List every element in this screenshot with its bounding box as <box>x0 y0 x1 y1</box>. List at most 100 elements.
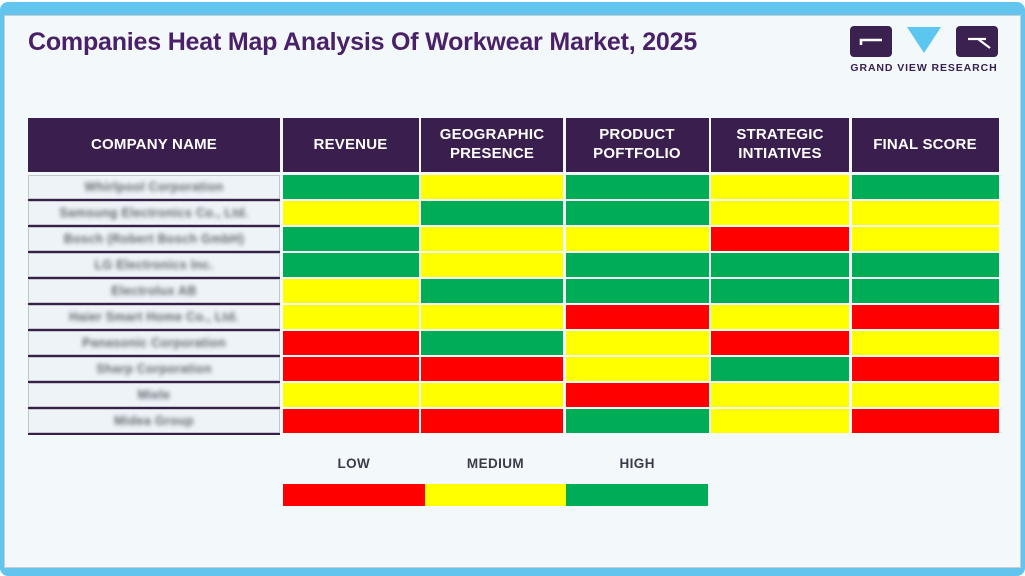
heatmap-cell-low <box>565 305 709 329</box>
heatmap-cell-medium <box>282 305 419 329</box>
heatmap-cell-high <box>711 357 849 381</box>
heatmap-cell-medium <box>711 383 849 407</box>
heatmap-cell-medium <box>282 201 419 225</box>
column-header: COMPANY NAME <box>28 118 280 172</box>
company-name-cell: Midea Group <box>28 409 280 435</box>
heatmap-cell-high <box>851 253 999 277</box>
table-header-row: COMPANY NAME REVENUE GEOGRAPHIC PRESENCE PR… <box>28 118 999 172</box>
company-name-text: Whirlpool Corporation <box>84 180 224 194</box>
legend-label: HIGH <box>619 456 655 471</box>
company-name-text: Haier Smart Home Co., Ltd. <box>69 310 239 324</box>
heatmap-cell-low <box>282 331 419 355</box>
heatmap-cell-high <box>565 279 709 303</box>
company-name-text: Bosch (Robert Bosch GmbH) <box>63 232 245 246</box>
company-name-text: Sharp Corporation <box>96 362 212 376</box>
table-row: Panasonic Corporation <box>28 331 999 357</box>
company-name-text: LG Electronics Inc. <box>94 258 214 272</box>
company-name-cell: Miele <box>28 383 280 409</box>
heatmap-cell-low <box>851 357 999 381</box>
company-name-text: Miele <box>137 388 171 402</box>
heatmap-cell-medium <box>711 305 849 329</box>
logo-g-block-icon <box>850 26 892 57</box>
column-header: PRODUCT POFTFOLIO <box>565 118 709 172</box>
heatmap-cell-medium <box>565 357 709 381</box>
heatmap-cell-high <box>851 175 999 199</box>
table-row: Electrolux AB <box>28 279 999 305</box>
heatmap-table: COMPANY NAME REVENUE GEOGRAPHIC PRESENCE PR… <box>28 118 999 435</box>
heatmap-cell-medium <box>282 279 419 303</box>
heatmap-cell-low <box>282 357 419 381</box>
company-name-cell: Sharp Corporation <box>28 357 280 383</box>
heatmap-cell-high <box>565 253 709 277</box>
column-header: FINAL SCORE <box>851 118 999 172</box>
company-name-cell: Haier Smart Home Co., Ltd. <box>28 305 280 331</box>
legend-label: LOW <box>337 456 371 471</box>
heatmap-cell-medium <box>851 227 999 251</box>
company-name-text: Samsung Electronics Co., Ltd. <box>59 206 249 220</box>
table-row: Whirlpool Corporation <box>28 175 999 201</box>
heatmap-cell-low <box>421 357 563 381</box>
heatmap-cell-medium <box>851 201 999 225</box>
company-name-cell: Electrolux AB <box>28 279 280 305</box>
heatmap-cell-high <box>565 175 709 199</box>
legend-color-bar <box>283 484 709 506</box>
heatmap-cell-low <box>711 227 849 251</box>
table-row: Bosch (Robert Bosch GmbH) <box>28 227 999 253</box>
heatmap-cell-high <box>565 201 709 225</box>
heatmap-cell-low <box>851 409 999 433</box>
gvr-logo-icon <box>850 26 998 58</box>
brand-name: GRAND VIEW RESEARCH <box>850 62 998 74</box>
company-name-cell: Samsung Electronics Co., Ltd. <box>28 201 280 227</box>
column-header: STRATEGIC INTIATIVES <box>711 118 849 172</box>
brand-logo: GRAND VIEW RESEARCH <box>850 26 998 74</box>
heatmap-cell-high <box>421 201 563 225</box>
legend: LOW MEDIUM HIGH <box>283 456 709 506</box>
company-name-cell: LG Electronics Inc. <box>28 253 280 279</box>
heatmap-cell-high <box>851 279 999 303</box>
heatmap-cell-medium <box>711 201 849 225</box>
heatmap-cell-high <box>421 279 563 303</box>
legend-labels: LOW MEDIUM HIGH <box>283 456 708 471</box>
heatmap-cell-medium <box>711 175 849 199</box>
heatmap-cell-medium <box>711 409 849 433</box>
heatmap-cell-low <box>421 409 563 433</box>
heatmap-cell-low <box>282 409 419 433</box>
heatmap-cell-high <box>421 331 563 355</box>
heatmap-cell-high <box>565 409 709 433</box>
table-row: Miele <box>28 383 999 409</box>
company-name-cell: Whirlpool Corporation <box>28 175 280 201</box>
logo-r-block-icon <box>956 26 998 57</box>
heatmap-cell-high <box>282 227 419 251</box>
company-name-text: Electrolux AB <box>111 284 197 298</box>
heatmap-cell-medium <box>851 331 999 355</box>
table-row: Samsung Electronics Co., Ltd. <box>28 201 999 227</box>
heatmap-cell-medium <box>421 253 563 277</box>
heatmap-cell-medium <box>421 227 563 251</box>
heatmap-cell-medium <box>565 227 709 251</box>
heatmap-cell-medium <box>851 383 999 407</box>
company-name-text: Midea Group <box>114 414 194 428</box>
heatmap-cell-low <box>565 383 709 407</box>
legend-label: MEDIUM <box>466 456 525 471</box>
company-name-cell: Panasonic Corporation <box>28 331 280 357</box>
table-row: Haier Smart Home Co., Ltd. <box>28 305 999 331</box>
heatmap-cell-medium <box>565 331 709 355</box>
table-row: LG Electronics Inc. <box>28 253 999 279</box>
heatmap-cell-high <box>282 175 419 199</box>
heatmap-cell-low <box>851 305 999 329</box>
column-header: REVENUE <box>282 118 419 172</box>
heatmap-cell-high <box>711 279 849 303</box>
heatmap-cell-medium <box>421 305 563 329</box>
heatmap-cell-high <box>711 253 849 277</box>
legend-swatch <box>424 484 567 506</box>
table-row: Sharp Corporation <box>28 357 999 383</box>
company-name-text: Panasonic Corporation <box>82 336 226 350</box>
heatmap-cell-medium <box>421 383 563 407</box>
heatmap-cell-low <box>711 331 849 355</box>
legend-swatch <box>283 484 425 506</box>
table-row: Midea Group <box>28 409 999 435</box>
heatmap-cell-high <box>282 253 419 277</box>
page-title: Companies Heat Map Analysis Of Workwear … <box>28 28 698 56</box>
legend-swatch <box>566 484 709 506</box>
